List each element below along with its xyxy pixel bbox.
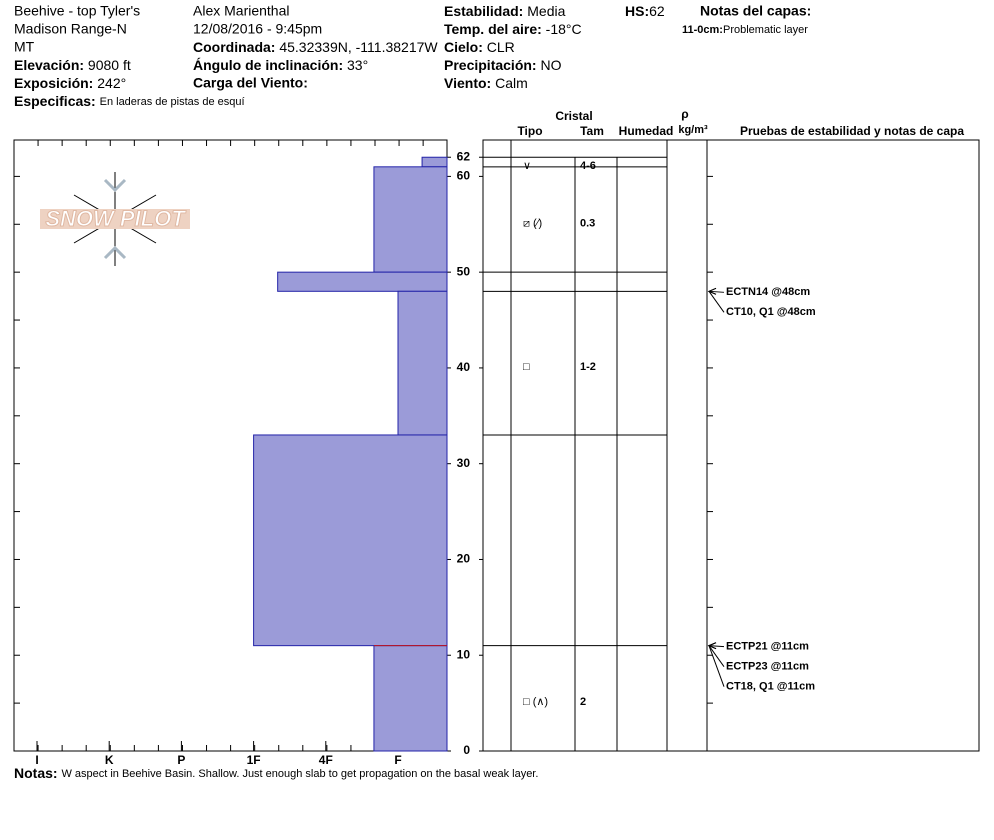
layer-note: 11-0cm:Problematic layer — [682, 24, 808, 36]
x-tick-label: I — [35, 753, 38, 767]
x-tick-label: F — [394, 753, 401, 767]
field-value: Calm — [495, 75, 528, 91]
table-frame — [482, 139, 980, 752]
layer-note-range: 11-0cm: — [682, 24, 723, 36]
arrow-head — [707, 287, 717, 295]
y-tick-label: 50 — [457, 264, 471, 278]
field-label: Viento: — [444, 75, 491, 91]
notes: Notas: W aspect in Beehive Basin. Shallo… — [14, 765, 538, 781]
layer-note-text: Problematic layer — [723, 24, 808, 36]
logo-band — [40, 209, 190, 229]
location: Beehive - top Tyler's — [14, 3, 140, 19]
field: Especificas: En laderas de pistas de esq… — [14, 93, 245, 109]
field-label: Ángulo de inclinación: — [193, 57, 343, 73]
field-label: Estabilidad: — [444, 3, 523, 19]
hardness-bar — [253, 434, 448, 647]
field-value: 62 — [649, 3, 665, 19]
y-tick-label: 20 — [457, 552, 471, 566]
column-header: Tipo — [517, 124, 542, 138]
grain-type: ⧄ (⁄) — [523, 217, 542, 229]
field-value: 9080 ft — [88, 57, 131, 73]
y-tick-label: 40 — [457, 360, 471, 374]
grain-size: 2 — [580, 696, 586, 708]
column-header: Cristal — [555, 109, 592, 123]
logo-text: SNOW PILOT — [45, 206, 186, 231]
field-value: 242° — [97, 75, 126, 91]
field: Elevación: 9080 ft — [14, 57, 131, 73]
test-label: CT10, Q1 @48cm — [726, 306, 816, 318]
hardness-bar — [277, 271, 448, 292]
x-tick-label: 4F — [319, 753, 333, 767]
test-label: ECTP21 @11cm — [726, 641, 809, 653]
field: Ángulo de inclinación: 33° — [193, 57, 368, 73]
notes-text: W aspect in Beehive Basin. Shallow. Just… — [61, 768, 538, 780]
field-label: Exposición: — [14, 75, 93, 91]
test-arrow — [708, 291, 725, 313]
grain-size: 0.3 — [580, 217, 595, 229]
grain-size: 4-6 — [580, 160, 596, 172]
field: Cielo: CLR — [444, 39, 515, 55]
hardness-bar — [373, 645, 448, 752]
column-header: Pruebas de estabilidad y notas de capa — [740, 124, 964, 138]
test-label: CT18, Q1 @11cm — [726, 681, 815, 693]
field-label: Especificas: — [14, 93, 96, 109]
field-label: Cielo: — [444, 39, 483, 55]
location: MT — [14, 39, 35, 55]
field-value: CLR — [487, 39, 515, 55]
field-label: Coordinada: — [193, 39, 275, 55]
field-value: 45.32339N, -111.38217W — [279, 39, 438, 55]
column-header: Tam — [580, 124, 604, 138]
arrow-head — [707, 642, 717, 650]
y-tick-label: 60 — [457, 169, 471, 183]
datetime: 12/08/2016 - 9:45pm — [193, 21, 322, 37]
field-label: Temp. del aire: — [444, 21, 542, 37]
hardness-bar — [421, 156, 448, 168]
x-tick-label: K — [105, 753, 114, 767]
field-value: Media — [527, 3, 565, 19]
y-tick-label: 0 — [463, 743, 470, 757]
location: Madison Range-N — [14, 21, 127, 37]
grain-type: □ — [523, 361, 530, 373]
field: HS:62 — [625, 3, 665, 19]
column-header: ρ — [681, 107, 688, 121]
field-label: Elevación: — [14, 57, 84, 73]
field: Temp. del aire: -18°C — [444, 21, 582, 37]
test-arrow — [708, 645, 725, 687]
field-value: En laderas de pistas de esquí — [100, 96, 245, 108]
x-tick-label: P — [177, 753, 185, 767]
field-label: Precipitación: — [444, 57, 537, 73]
test-arrow — [708, 645, 725, 648]
y-tick-label: 10 — [457, 647, 471, 661]
grain-size: 1-2 — [580, 361, 596, 373]
hardness-bar — [397, 290, 448, 436]
field: Viento: Calm — [444, 75, 528, 91]
y-tick-label: 30 — [457, 456, 471, 470]
field: Coordinada: 45.32339N, -111.38217W — [193, 39, 438, 55]
notes-title: Notas del capas: — [700, 3, 811, 19]
x-tick-label: 1F — [247, 753, 261, 767]
observer: Alex Marienthal — [193, 3, 290, 19]
field: Exposición: 242° — [14, 75, 126, 91]
column-header: Humedad — [619, 124, 674, 138]
field-value: 33° — [347, 57, 368, 73]
field-value: NO — [540, 57, 561, 73]
grain-type: □ (∧) — [523, 696, 548, 708]
field: Estabilidad: Media — [444, 3, 566, 19]
field: Precipitación: NO — [444, 57, 562, 73]
test-label: ECTP23 @11cm — [726, 661, 809, 673]
notes-label: Notas: — [14, 765, 58, 781]
test-label: ECTN14 @48cm — [726, 286, 810, 298]
hardness-bar — [373, 166, 448, 273]
column-header: kg/m³ — [678, 124, 708, 136]
y-tick-label: 62 — [457, 149, 471, 163]
test-arrow — [708, 290, 725, 293]
test-arrow — [708, 645, 725, 667]
grain-type: ∨ — [523, 160, 531, 172]
field-label: HS: — [625, 3, 649, 19]
field-label: Carga del Viento: — [193, 75, 308, 91]
field-value: -18°C — [546, 21, 582, 37]
